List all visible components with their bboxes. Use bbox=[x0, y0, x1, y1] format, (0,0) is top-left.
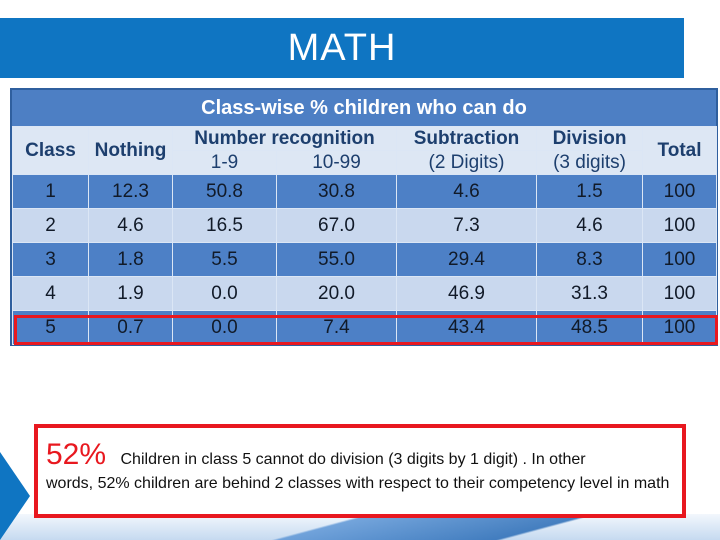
cell-division: 31.3 bbox=[536, 276, 644, 311]
cell-1-9: 50.8 bbox=[172, 174, 277, 209]
cell-total: 100 bbox=[642, 242, 718, 277]
header-class: Class bbox=[12, 126, 89, 175]
title-banner: MATH bbox=[0, 18, 684, 78]
cell-nothing: 0.7 bbox=[88, 310, 173, 345]
cell-class: 1 bbox=[12, 174, 89, 209]
cell-division: 4.6 bbox=[536, 208, 644, 243]
cell-10-99: 55.0 bbox=[275, 242, 398, 277]
cell-nothing: 1.9 bbox=[88, 276, 173, 311]
table-row: 1 12.3 50.8 30.8 4.6 1.5 100 bbox=[12, 174, 718, 209]
cell-subtraction: 29.4 bbox=[396, 242, 538, 277]
callout-rest-text: words, 52% children are behind 2 classes… bbox=[46, 475, 670, 492]
header-total: Total bbox=[642, 126, 718, 175]
cell-subtraction: 46.9 bbox=[396, 276, 538, 311]
cell-subtraction: 43.4 bbox=[396, 310, 538, 345]
cell-subtraction: 7.3 bbox=[396, 208, 538, 243]
data-table-container: Class-wise % children who can do Class N… bbox=[10, 88, 718, 346]
callout-box: 52% Children in class 5 cannot do divisi… bbox=[34, 424, 686, 518]
callout-first-line-text: Children in class 5 cannot do division (… bbox=[120, 451, 586, 468]
cell-total: 100 bbox=[642, 208, 718, 243]
cell-division: 8.3 bbox=[536, 242, 644, 277]
cell-10-99: 67.0 bbox=[275, 208, 398, 243]
cell-total: 100 bbox=[642, 310, 718, 345]
data-table: Class Nothing Number recognition Subtrac… bbox=[12, 126, 718, 345]
cell-1-9: 5.5 bbox=[172, 242, 277, 277]
cell-total: 100 bbox=[642, 276, 718, 311]
header-subtraction: Subtraction bbox=[396, 126, 538, 151]
cell-class: 4 bbox=[12, 276, 89, 311]
cell-10-99: 30.8 bbox=[275, 174, 398, 209]
page-title: MATH bbox=[287, 26, 397, 69]
cell-total: 100 bbox=[642, 174, 718, 209]
cell-class: 2 bbox=[12, 208, 89, 243]
header-subtraction-sub: (2 Digits) bbox=[396, 150, 538, 175]
table-row-highlighted: 5 0.7 0.0 7.4 43.4 48.5 100 bbox=[12, 310, 718, 345]
cell-subtraction: 4.6 bbox=[396, 174, 538, 209]
header-division-sub: (3 digits) bbox=[536, 150, 644, 175]
callout-first-line: 52% Children in class 5 cannot do divisi… bbox=[46, 438, 674, 472]
table-row: 3 1.8 5.5 55.0 29.4 8.3 100 bbox=[12, 242, 718, 277]
header-range-10-99: 10-99 bbox=[275, 150, 398, 175]
cell-class: 3 bbox=[12, 242, 89, 277]
cell-10-99: 20.0 bbox=[275, 276, 398, 311]
decorative-left-arrow bbox=[0, 452, 30, 540]
table-caption: Class-wise % children who can do bbox=[12, 90, 716, 127]
cell-nothing: 4.6 bbox=[88, 208, 173, 243]
cell-division: 1.5 bbox=[536, 174, 644, 209]
table-row: 4 1.9 0.0 20.0 46.9 31.3 100 bbox=[12, 276, 718, 311]
cell-nothing: 12.3 bbox=[88, 174, 173, 209]
header-number-recognition: Number recognition bbox=[171, 126, 398, 151]
table-row: 2 4.6 16.5 67.0 7.3 4.6 100 bbox=[12, 208, 718, 243]
cell-division: 48.5 bbox=[536, 310, 644, 345]
cell-class: 5 bbox=[12, 310, 89, 345]
cell-nothing: 1.8 bbox=[88, 242, 173, 277]
header-nothing: Nothing bbox=[88, 126, 173, 175]
cell-1-9: 0.0 bbox=[172, 276, 277, 311]
cell-1-9: 16.5 bbox=[172, 208, 277, 243]
cell-1-9: 0.0 bbox=[172, 310, 277, 345]
cell-10-99: 7.4 bbox=[275, 310, 398, 345]
header-range-1-9: 1-9 bbox=[172, 150, 277, 175]
callout-stat: 52% bbox=[46, 438, 107, 471]
header-division: Division bbox=[536, 126, 644, 151]
